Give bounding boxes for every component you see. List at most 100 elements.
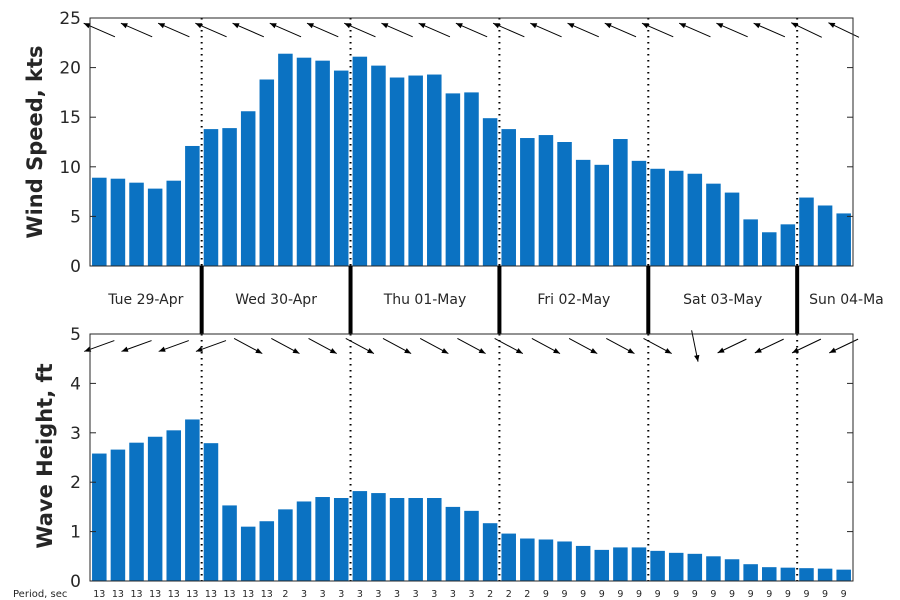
wind-bar xyxy=(333,70,349,266)
wind-bar xyxy=(240,111,256,266)
wave-bar xyxy=(389,498,405,581)
wave-direction-arrow xyxy=(457,338,486,354)
wind-direction-arrow xyxy=(157,22,190,38)
wave-direction-arrow xyxy=(308,338,337,354)
wave-bar xyxy=(185,419,200,581)
period-value: 9 xyxy=(841,589,847,600)
day-label: Sun 04-Ma xyxy=(809,292,884,308)
period-value: 3 xyxy=(320,589,326,600)
wave-bar xyxy=(668,552,684,581)
wave-bar xyxy=(520,538,535,581)
period-value: 13 xyxy=(130,589,142,600)
wind-bar xyxy=(836,213,851,266)
wind-bar xyxy=(780,224,796,266)
period-value: 13 xyxy=(242,589,254,600)
wave-direction-arrow xyxy=(691,330,700,362)
wind-panel: 0 5 10 15 20 25 Wind Speed, kts xyxy=(23,9,860,277)
period-value: 13 xyxy=(112,589,124,600)
wind-direction-arrow xyxy=(195,22,227,38)
wave-bar xyxy=(594,549,610,581)
period-value: 13 xyxy=(186,589,198,600)
day-strip: Tue 29-Apr Wed 30-Apr Thu 01-May Fri 02-May… xyxy=(107,266,884,334)
wind-y-tick-label: 0 xyxy=(70,257,81,277)
wave-bar xyxy=(203,443,219,581)
wave-direction-arrow xyxy=(271,338,300,354)
wind-direction-arrow xyxy=(455,22,488,38)
wave-bar xyxy=(92,453,107,581)
wind-y-tick-label: 5 xyxy=(70,207,81,227)
wave-bar xyxy=(259,521,275,581)
period-value: 3 xyxy=(468,589,474,600)
period-value: 9 xyxy=(766,589,772,600)
wave-bar xyxy=(762,567,777,581)
wind-bar xyxy=(482,118,498,266)
wind-direction-arrow xyxy=(83,22,116,38)
wave-bar xyxy=(296,501,312,581)
wave-bar xyxy=(408,498,423,581)
period-row-label: Period, sec xyxy=(13,589,67,600)
wind-bar xyxy=(762,232,777,266)
period-value: 9 xyxy=(803,589,809,600)
wind-bar xyxy=(129,182,144,266)
wind-direction-arrow xyxy=(828,22,860,38)
period-value: 13 xyxy=(149,589,161,600)
wind-bar xyxy=(668,170,684,266)
wind-direction-arrow xyxy=(753,22,786,38)
wave-bar xyxy=(110,449,126,581)
wind-y-tick-label: 10 xyxy=(59,158,81,178)
wave-bar xyxy=(222,505,237,581)
wave-y-tick-label: 3 xyxy=(70,424,81,444)
wind-bar xyxy=(631,160,647,266)
wind-bar xyxy=(520,138,535,266)
wind-bar xyxy=(538,135,554,266)
period-value: 3 xyxy=(338,589,344,600)
wave-bar xyxy=(278,509,293,581)
wind-bar xyxy=(687,173,703,266)
wind-bar xyxy=(203,129,219,266)
wave-bar xyxy=(650,550,665,581)
wind-bar xyxy=(464,92,479,267)
wind-bar xyxy=(817,205,833,266)
wind-axes-frame xyxy=(89,17,854,267)
wind-bar xyxy=(724,192,740,266)
wave-bar xyxy=(687,553,703,581)
wave-bar xyxy=(613,547,628,581)
wind-bar xyxy=(799,197,814,266)
wind-direction-arrow xyxy=(530,22,562,38)
period-value: 3 xyxy=(357,589,363,600)
period-value: 2 xyxy=(282,589,288,600)
wave-bar xyxy=(352,491,368,581)
wave-direction-arrow xyxy=(419,338,449,354)
period-value: 3 xyxy=(301,589,307,600)
wind-bar xyxy=(352,56,368,266)
period-value: 9 xyxy=(748,589,754,600)
wind-y-axis-label: Wind Speed, kts xyxy=(23,45,47,238)
wave-y-axis-label: Wave Height, ft xyxy=(33,363,57,548)
wind-bar xyxy=(278,53,293,267)
wave-bar xyxy=(445,506,461,581)
wave-bar xyxy=(482,523,498,581)
period-value: 9 xyxy=(655,589,661,600)
wave-bar xyxy=(724,559,740,581)
wind-bar xyxy=(408,75,423,266)
wind-bar xyxy=(613,139,628,266)
wave-y-tick-label: 4 xyxy=(70,374,81,394)
wind-direction-arrow xyxy=(567,22,599,38)
wave-bar xyxy=(743,564,758,581)
period-value: 3 xyxy=(450,589,456,600)
wave-direction-arrow xyxy=(606,338,635,354)
day-label: Fri 02-May xyxy=(537,292,610,308)
wave-bar xyxy=(147,436,163,581)
day-label: Tue 29-Apr xyxy=(107,292,183,308)
wave-bar xyxy=(129,442,144,581)
wave-direction-arrow xyxy=(382,338,412,354)
period-value: 9 xyxy=(562,589,568,600)
wind-bar xyxy=(501,129,516,266)
wind-bar xyxy=(557,142,572,266)
wind-y-tick-label: 25 xyxy=(59,9,81,29)
wave-bar xyxy=(427,498,442,581)
wind-y-tick-label: 20 xyxy=(59,59,81,79)
period-value: 3 xyxy=(375,589,381,600)
wind-direction-arrow xyxy=(344,22,376,38)
